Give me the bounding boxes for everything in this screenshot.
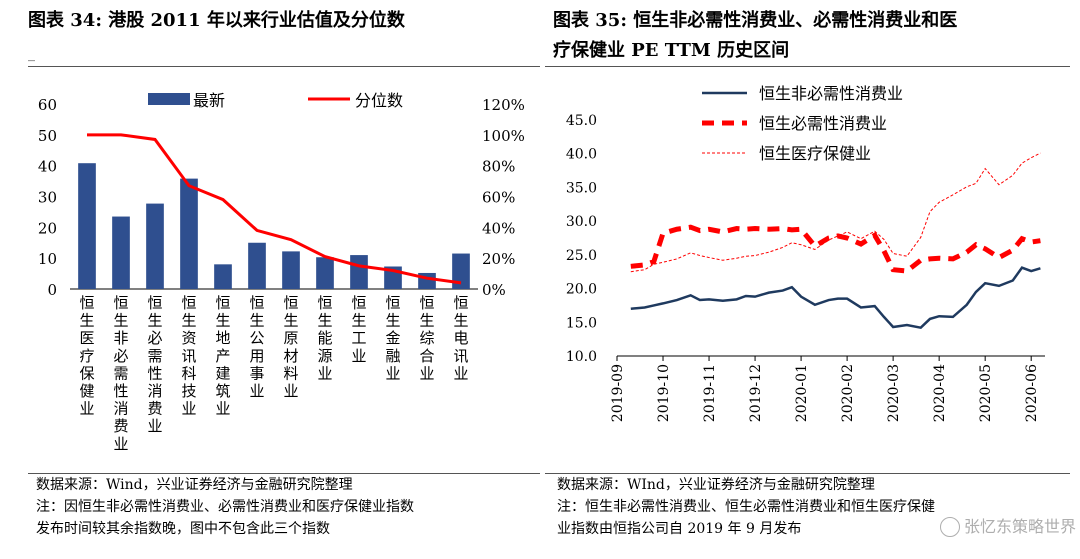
x-tick-label: 2020-04 — [932, 364, 948, 422]
right-note-line: 注：恒生非必需性消费业、恒生必需性消费业和恒生医疗保健 — [557, 499, 935, 515]
y-tick-label: 20.0 — [566, 282, 597, 298]
left-figure-panel: 图表 34: 港股 2011 年以来行业估值及分位数 _ 0 10 20 30 40 50… — [28, 6, 540, 540]
series-line-dashed — [630, 224, 1041, 274]
x-tick-label: 2019-09 — [610, 364, 626, 422]
x-tick-label: 2020-03 — [886, 364, 902, 422]
x-category-label: 恒生医疗保健业 — [79, 294, 94, 418]
right-y-tick-label: 20% — [482, 250, 515, 268]
bar-latest — [180, 178, 198, 289]
x-category-label: 恒生非必需性消费业 — [113, 294, 128, 453]
series-line-dotted — [630, 152, 1041, 273]
right-source-line: 数据来源：WInd，兴业证券经济与金融研究院整理 — [557, 477, 875, 493]
bar-latest — [112, 216, 130, 289]
right-source-rule — [545, 473, 1070, 474]
x-tick-label: 2020-05 — [978, 364, 994, 422]
x-category-label: 恒生电讯业 — [453, 294, 468, 382]
left-title-rule — [28, 66, 540, 67]
bar-latest — [316, 257, 334, 289]
right-title-rule — [545, 66, 1070, 67]
legend-label: 恒生必需性消费业 — [759, 114, 887, 133]
bar-latest — [452, 253, 470, 289]
x-tick-label: 2019-12 — [748, 364, 764, 422]
right-y-tick-label: 100% — [482, 127, 525, 145]
bar-latest — [248, 242, 266, 289]
bar-latest — [214, 264, 232, 289]
x-category-label: 恒生综合业 — [419, 294, 434, 382]
left-y-tick-label: 0 — [47, 281, 57, 299]
x-category-label: 恒生资讯科技业 — [181, 294, 196, 418]
legend-bar-swatch — [148, 93, 190, 105]
bar-latest — [146, 203, 164, 289]
left-y-tick-label: 20 — [38, 219, 57, 237]
right-figure-panel: 图表 35: 恒生非必需性消费业、必需性消费业和医 疗保健业 PE TTM 历史… — [545, 0, 1080, 559]
right-y-tick-label: 40% — [482, 219, 515, 237]
right-line-chart: 10.0 15.0 20.0 25.0 30.0 35.0 40.0 45.0 2019-09 2… — [566, 84, 1045, 422]
legend-label: 恒生医疗保健业 — [759, 144, 871, 163]
left-figure-title: 图表 34: 港股 2011 年以来行业估值及分位数 — [28, 6, 528, 36]
y-tick-label: 10.0 — [566, 349, 597, 365]
legend-bar-label: 最新 — [193, 91, 225, 110]
x-category-label: 恒生能源业 — [317, 294, 332, 382]
left-source-notes: 数据来源：Wind，兴业证券经济与金融研究院整理 注：因恒生非必需性消费业、必需… — [36, 474, 414, 540]
left-source-line: 数据来源：Wind，兴业证券经济与金融研究院整理 — [36, 477, 353, 493]
right-y-tick-label: 80% — [482, 158, 515, 176]
bar-latest — [350, 255, 368, 289]
x-category-label: 恒生公用事业 — [249, 294, 264, 400]
right-note-line: 业指数由恒指公司自 2019 年 9 月发布 — [557, 521, 802, 537]
right-source-notes: 数据来源：WInd，兴业证券经济与金融研究院整理 注：恒生非必需性消费业、恒生必… — [557, 474, 935, 540]
x-category-label: 恒生工业 — [351, 294, 366, 365]
x-tick-label: 2020-01 — [794, 364, 810, 422]
right-y-tick-label: 60% — [482, 189, 515, 207]
left-y-tick-label: 60 — [38, 96, 57, 114]
legend-label: 恒生非必需性消费业 — [759, 84, 903, 103]
y-tick-label: 25.0 — [566, 248, 597, 264]
bar-latest — [282, 251, 300, 289]
left-note-line: 注：因恒生非必需性消费业、必需性消费业和医疗保健业指数 — [36, 499, 414, 515]
y-tick-label: 15.0 — [566, 315, 597, 331]
x-tick-label: 2020-02 — [840, 364, 856, 422]
left-y-tick-label: 30 — [38, 189, 57, 207]
x-tick-label: 2020-06 — [1024, 364, 1040, 422]
left-source-rule — [28, 473, 540, 474]
x-category-label: 恒生金融业 — [385, 294, 400, 382]
x-tick-label: 2019-11 — [702, 364, 718, 422]
x-category-label: 恒生必需性消费业 — [147, 294, 162, 435]
y-tick-label: 45.0 — [566, 113, 597, 129]
left-title-dash: _ — [28, 46, 35, 62]
y-tick-label: 40.0 — [566, 147, 597, 163]
legend-line-label: 分位数 — [355, 91, 403, 110]
left-y-tick-label: 10 — [38, 250, 57, 268]
right-y-tick-label: 0% — [482, 281, 506, 299]
left-title-line: 图表 34: 港股 2011 年以来行业估值及分位数 — [28, 10, 405, 31]
x-tick-label: 2019-10 — [656, 364, 672, 422]
percentile-line — [87, 133, 462, 285]
left-y-tick-label: 40 — [38, 158, 57, 176]
right-title-line: 疗保健业 PE TTM 历史区间 — [553, 40, 790, 61]
right-y-tick-label: 120% — [482, 96, 525, 114]
wechat-icon — [939, 517, 960, 537]
right-figure-title: 图表 35: 恒生非必需性消费业、必需性消费业和医 疗保健业 PE TTM 历史… — [553, 6, 1073, 66]
bar-latest — [78, 163, 96, 289]
series-line-solid — [630, 266, 1041, 330]
y-tick-label: 35.0 — [566, 180, 597, 196]
left-y-tick-label: 50 — [38, 127, 57, 145]
x-category-label: 恒生原材料业 — [283, 294, 298, 400]
watermark-text: 张忆东策略世界 — [963, 516, 1076, 536]
watermark: 张忆东策略世界 — [939, 513, 1076, 537]
left-bar-chart: 0 10 20 30 40 50 60 0% 20% 40% 60% 80% 100% 120% 恒生医疗保… — [38, 91, 525, 453]
y-tick-label: 30.0 — [566, 214, 597, 230]
right-title-line: 图表 35: 恒生非必需性消费业、必需性消费业和医 — [553, 10, 958, 31]
left-note-line: 发布时间较其余指数晚，图中不包含此三个指数 — [36, 521, 330, 537]
x-category-label: 恒生地产建筑业 — [215, 294, 230, 418]
